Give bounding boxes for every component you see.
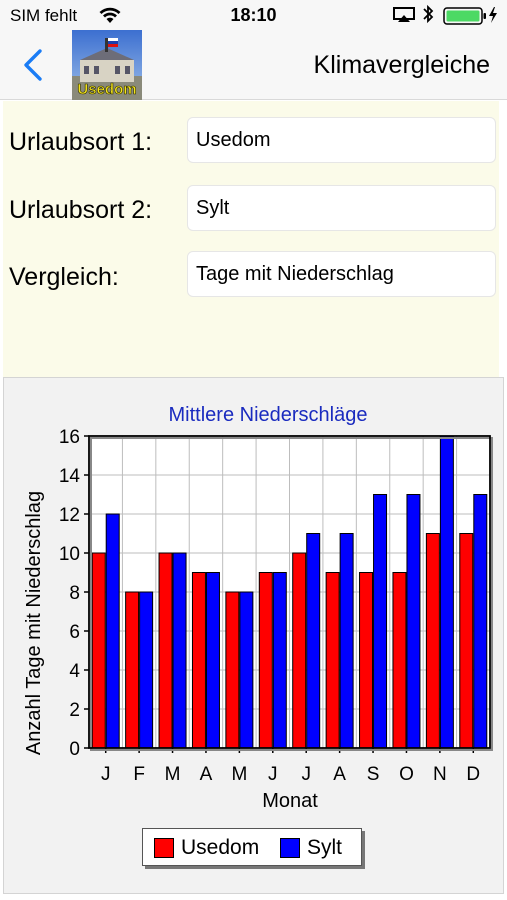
bar-usedom — [292, 552, 307, 749]
comparison-field[interactable]: Tage mit Niederschlag — [187, 251, 496, 297]
bar-sylt — [339, 533, 354, 749]
bar-usedom — [91, 552, 106, 749]
location1-field[interactable]: Usedom — [187, 117, 496, 163]
y-tick-label: 8 — [69, 583, 80, 604]
comparison-form: Urlaubsort 1: Usedom Urlaubsort 2: Sylt … — [3, 101, 499, 381]
location1-label: Urlaubsort 1: — [9, 128, 153, 156]
bar-usedom — [191, 572, 206, 749]
bar-usedom — [325, 572, 340, 749]
x-tick-label: M — [165, 764, 181, 785]
usedom-logo: Usedom — [72, 30, 142, 100]
plot-frame — [88, 435, 491, 749]
comparison-label: Vergleich: — [9, 263, 119, 291]
legend-label-usedom: Usedom — [181, 836, 260, 859]
bar-sylt — [306, 533, 321, 749]
status-bar: SIM fehlt 18:10 — [0, 0, 507, 30]
x-tick-label: M — [231, 764, 247, 785]
bar-usedom — [425, 533, 440, 749]
x-tick-label: S — [367, 764, 380, 785]
chart-legend: Usedom Sylt — [142, 828, 362, 866]
wifi-icon — [99, 7, 121, 23]
x-tick-label: N — [433, 764, 447, 785]
location2-field[interactable]: Sylt — [187, 185, 496, 231]
bar-usedom — [258, 572, 273, 749]
carrier-label: SIM fehlt — [10, 6, 78, 25]
bar-sylt — [272, 572, 287, 749]
bar-usedom — [359, 572, 374, 749]
bar-usedom — [125, 591, 140, 749]
bar-usedom — [392, 572, 407, 749]
x-tick-label: J — [101, 764, 111, 785]
bar-sylt — [239, 591, 254, 749]
x-tick-label: J — [268, 764, 278, 785]
clock-label: 18:10 — [230, 5, 277, 25]
bar-sylt — [139, 591, 154, 749]
x-tick-label: A — [200, 764, 213, 785]
y-tick-label: 16 — [59, 427, 80, 448]
y-axis-label: Anzahl Tage mit Niederschlag — [23, 491, 45, 755]
y-tick-label: 6 — [69, 622, 80, 643]
y-tick-label: 2 — [69, 700, 80, 721]
bar-sylt — [205, 572, 220, 749]
page-title: Klimavergleiche — [313, 51, 490, 79]
bar-sylt — [373, 494, 388, 749]
legend-swatch-sylt — [280, 838, 300, 858]
bar-usedom — [158, 552, 173, 749]
y-tick-label: 12 — [59, 505, 80, 526]
location2-label: Urlaubsort 2: — [9, 196, 153, 224]
plot-shadow — [90, 437, 493, 751]
x-tick-label: J — [301, 764, 311, 785]
bar-usedom — [225, 591, 240, 749]
battery-icon — [443, 7, 486, 25]
x-tick-label: O — [399, 764, 414, 785]
chart-title: Mittlere Niederschläge — [169, 404, 368, 426]
y-tick-label: 4 — [69, 661, 80, 682]
bar-sylt — [473, 494, 488, 749]
legend-label-sylt: Sylt — [307, 836, 343, 859]
y-tick-label: 10 — [59, 544, 80, 565]
logo-text: Usedom — [77, 81, 136, 98]
charging-icon — [489, 7, 497, 23]
bar-sylt — [105, 513, 120, 749]
bar-sylt — [172, 552, 187, 749]
y-tick-label: 0 — [69, 739, 80, 760]
x-axis-label: Monat — [262, 790, 318, 812]
chart-panel: 0 2 4 6 8 10 12 14 16 J F M A M J J A S O N D Mittlere Nieder… — [3, 377, 504, 894]
bar-sylt — [439, 435, 454, 749]
chevron-left-icon[interactable] — [18, 48, 48, 82]
x-tick-label: F — [133, 764, 145, 785]
bar-usedom — [459, 533, 474, 749]
y-tick-label: 14 — [59, 466, 81, 487]
bar-sylt — [406, 494, 421, 749]
x-tick-label: D — [466, 764, 480, 785]
legend-swatch-usedom — [154, 838, 174, 858]
navigation-bar: Usedom Klimavergleiche — [0, 30, 507, 100]
airplay-icon — [393, 7, 415, 22]
bluetooth-icon — [423, 4, 434, 24]
x-tick-label: A — [333, 764, 346, 785]
